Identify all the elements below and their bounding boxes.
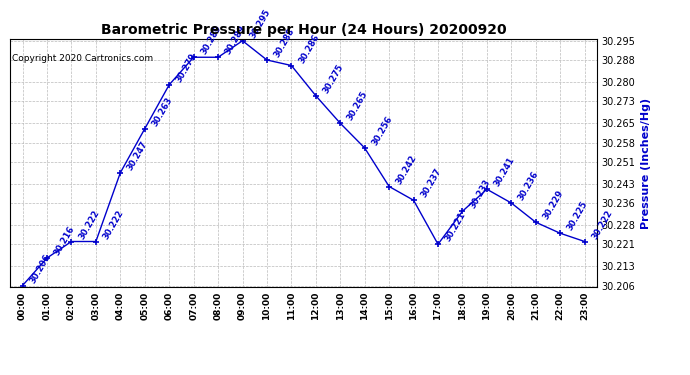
Text: 30.286: 30.286 [297,32,321,65]
Text: 30.263: 30.263 [150,96,175,128]
Text: 30.206: 30.206 [28,252,52,285]
Text: 30.242: 30.242 [395,153,419,186]
Text: 30.237: 30.237 [419,167,443,200]
Text: 30.241: 30.241 [493,156,516,189]
Text: 30.289: 30.289 [224,24,248,57]
Text: 30.233: 30.233 [468,178,492,210]
Text: 30.288: 30.288 [273,27,297,59]
Text: 30.289: 30.289 [199,24,223,57]
Text: 30.295: 30.295 [248,8,272,40]
Y-axis label: Pressure (Inches/Hg): Pressure (Inches/Hg) [641,98,651,229]
Text: 30.279: 30.279 [175,52,199,84]
Text: 30.265: 30.265 [346,90,370,123]
Text: 30.222: 30.222 [590,208,614,241]
Text: 30.256: 30.256 [371,115,394,147]
Text: 30.222: 30.222 [77,208,101,241]
Text: 30.221: 30.221 [444,211,468,243]
Text: 30.222: 30.222 [101,208,126,241]
Text: 30.236: 30.236 [517,170,541,202]
Text: 30.275: 30.275 [322,63,345,95]
Text: 30.225: 30.225 [566,200,590,232]
Title: Barometric Pressure per Hour (24 Hours) 20200920: Barometric Pressure per Hour (24 Hours) … [101,23,506,37]
Text: 30.247: 30.247 [126,140,150,172]
Text: 30.216: 30.216 [52,225,77,257]
Text: 30.229: 30.229 [542,189,565,222]
Text: Copyright 2020 Cartronics.com: Copyright 2020 Cartronics.com [12,54,154,63]
